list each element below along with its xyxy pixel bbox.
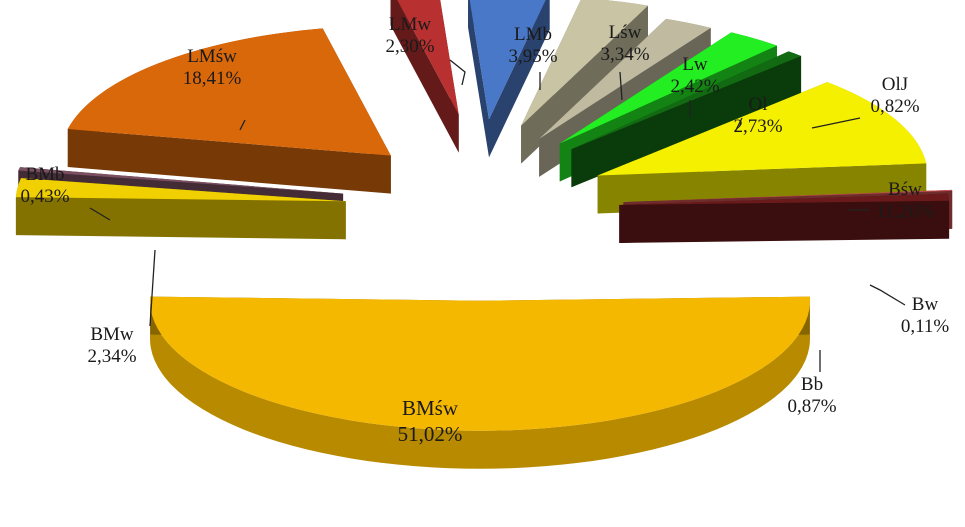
slice-value-Bw: 0,11% [901,316,950,337]
slice-wall-LMśw-0 [67,129,391,194]
slice-value-Lśw: 3,34% [600,44,649,65]
slice-wall-Lśw-1 [521,5,648,164]
slice-label-LMw: LMw [389,14,432,35]
slice-wall-LMb-0 [468,0,489,158]
slice-top-LMśw [67,28,391,156]
slice-top-LMw [397,0,459,115]
slice-value-BMśw: 51,02% [398,422,463,446]
slice-top-BMśw [149,296,810,431]
slice-label-BMśw: BMśw [402,396,459,420]
slice-value-OlJ: 0,82% [870,96,919,117]
slice-label-Ol: Ol [749,94,768,115]
pie-slice-Bb [619,193,950,243]
slice-top-Bw [623,189,953,203]
slice-value-Bśw: 11,26% [876,201,934,222]
leader-OlJ [811,117,861,129]
slice-label-LMśw: LMśw [187,46,237,67]
slice-top-Ol [559,32,777,144]
slice-top-LMb [469,0,546,120]
pie-slice-OlJ [571,51,802,188]
slice-top-Lw [539,18,711,139]
slice-value-LMśw: 18,41% [183,68,242,89]
pie-slice-BMw [15,178,346,240]
slice-wall-Bb-1 [619,200,950,243]
slice-label-LMb: LMb [514,24,552,45]
slice-top-OlJ [571,51,802,150]
leader-lines [89,59,906,372]
slice-top-BMw [15,178,346,202]
slice-label-OlJ: OlJ [882,74,908,95]
slice-wall-LMw-0 [390,0,459,153]
leader-Bw [869,284,906,306]
slice-label-Lw: Lw [682,54,708,75]
pie-slice-Lśw [521,0,648,164]
slice-value-LMb: 3,95% [508,46,557,67]
slice-value-Ol: 2,73% [733,116,782,137]
slice-top-Bśw [597,82,927,176]
slice-label-Bb: Bb [801,374,823,395]
leader-BMw [149,249,156,327]
pie-slice-LMw [390,0,459,153]
labels-layer: BMśw51,02%BMw2,34%BMb0,43%LMśw18,41%LMw2… [20,14,949,446]
leader-LMw [449,59,466,86]
slice-value-BMw: 2,34% [87,346,136,367]
slice-top-BMb [18,167,344,194]
leader-Ol [734,117,743,133]
slice-wall-LMb-1 [488,0,550,158]
slice-label-Bw: Bw [912,294,939,315]
pie-slice-LMśw [67,28,391,194]
leader-LMśw [239,119,246,131]
slices-layer [15,0,953,469]
slice-value-Lw: 2,42% [670,76,719,97]
slice-value-LMw: 2,30% [385,36,434,57]
slice-top-Bb [619,193,950,205]
slice-label-Lśw: Lśw [609,22,642,43]
slice-side-BMśw [149,296,810,469]
pie-slice-LMb [468,0,550,158]
slice-label-BMb: BMb [25,164,64,185]
slice-top-Lśw [521,0,648,126]
slice-value-BMb: 0,43% [20,186,69,207]
slice-wall-OlJ-1 [571,55,802,188]
leader-Lśw [619,71,623,101]
pie-slice-BMśw [149,296,810,469]
leader-BMb [89,207,111,221]
slice-label-BMw: BMw [90,324,134,345]
slice-value-Bb: 0,87% [787,396,836,417]
slice-label-Bśw: Bśw [888,179,922,200]
